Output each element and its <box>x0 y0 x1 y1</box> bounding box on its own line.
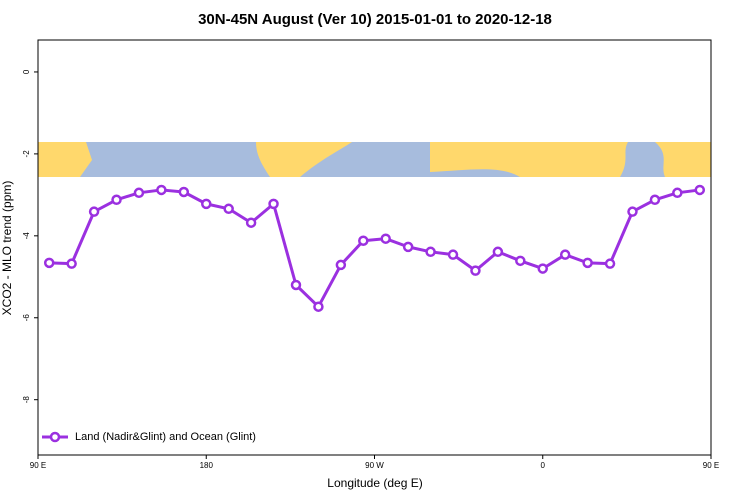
point <box>380 233 391 244</box>
point <box>402 241 414 253</box>
point <box>156 184 167 196</box>
point <box>43 257 55 269</box>
legend-marker <box>49 431 61 443</box>
x-axis-label: Longitude (deg E) <box>327 476 422 490</box>
legend: Land (Nadir&Glint) and Ocean (Glint) <box>42 431 256 443</box>
point <box>627 206 638 217</box>
chart-title: 30N-45N August (Ver 10) 2015-01-01 to 20… <box>198 11 552 28</box>
point <box>604 258 616 269</box>
point <box>133 187 145 199</box>
point <box>178 186 190 198</box>
y-tick-label: -4 <box>22 232 31 240</box>
point <box>335 259 347 271</box>
y-axis-label: XCO2 - MLO trend (ppm) <box>0 181 14 316</box>
point <box>66 258 77 269</box>
y-tick-label: -6 <box>22 314 31 322</box>
series-line <box>49 188 700 309</box>
point <box>290 279 302 291</box>
plot-frame <box>37 39 712 456</box>
point <box>582 257 593 269</box>
point <box>694 184 706 196</box>
point <box>201 198 212 210</box>
x-tick-label: 180 <box>200 461 214 470</box>
point <box>425 246 436 258</box>
point <box>559 249 571 260</box>
point <box>223 203 234 215</box>
y-tick-label: 0 <box>22 69 31 74</box>
x-tick-label: 90 E <box>30 461 46 470</box>
x-tick-label: 0 <box>541 461 546 470</box>
point <box>88 206 100 217</box>
point <box>492 246 504 258</box>
point <box>672 187 683 199</box>
y-tick-label: -2 <box>22 150 31 158</box>
point <box>649 194 661 206</box>
legend-label: Land (Nadir&Glint) and Ocean (Glint) <box>75 431 256 443</box>
point <box>313 301 324 312</box>
map-strip <box>38 142 711 177</box>
point <box>245 217 257 228</box>
point <box>447 249 459 260</box>
x-tick-label: 90 W <box>365 461 384 470</box>
y-tick-label: -8 <box>22 396 31 404</box>
x-tick-label: 90 E <box>703 461 719 470</box>
point <box>268 198 279 210</box>
point <box>537 263 548 274</box>
point <box>358 235 369 246</box>
point <box>515 255 526 267</box>
point <box>470 265 481 276</box>
point <box>111 194 122 206</box>
